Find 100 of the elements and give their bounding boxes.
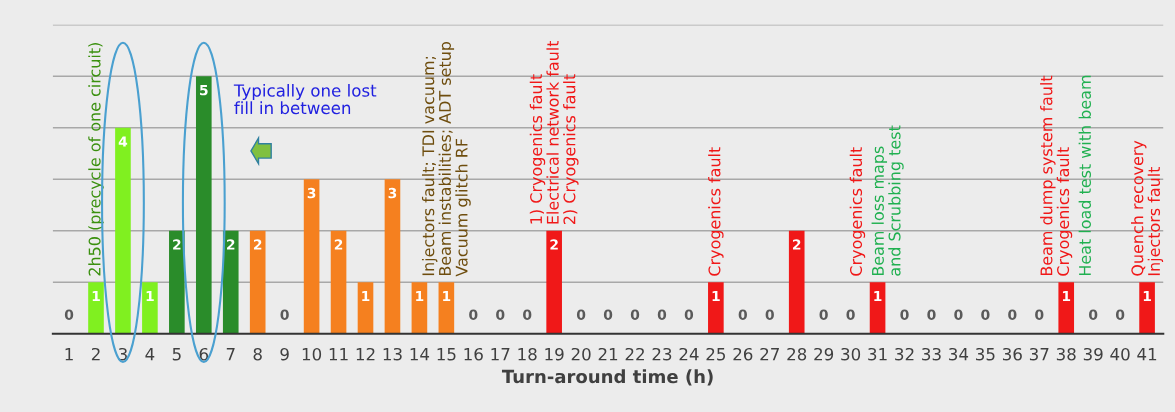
x-tick-label: 25 <box>706 347 726 361</box>
x-tick-label: 28 <box>787 347 807 361</box>
annotation: Beam dump system fault Cryogenics fault <box>1040 75 1073 276</box>
x-tick-label: 40 <box>1110 347 1130 361</box>
x-tick-label: 5 <box>172 348 181 361</box>
data-label: 0 <box>954 309 963 320</box>
data-label: 2 <box>253 239 262 250</box>
annotation: Cryogenics fault <box>849 147 866 276</box>
bar <box>438 282 455 334</box>
x-tick-label: 6 <box>199 347 209 361</box>
x-tick-label: 14 <box>410 348 430 361</box>
data-label: 2 <box>550 239 558 250</box>
bar <box>330 230 347 334</box>
x-tick-label: 23 <box>652 347 672 361</box>
data-label: 0 <box>819 309 828 320</box>
x-tick-label: 13 <box>383 347 402 361</box>
bar <box>142 282 158 334</box>
bar <box>708 282 724 334</box>
x-tick-label: 1 <box>65 348 73 361</box>
annotation: 2h50 (precycle of one circuit) <box>88 43 104 276</box>
bar <box>169 230 185 334</box>
x-tick-label: 10 <box>302 347 322 361</box>
data-label: 0 <box>1035 309 1044 320</box>
x-tick-label: 41 <box>1137 348 1157 361</box>
x-tick-label: 2 <box>91 347 100 361</box>
bar <box>249 230 266 334</box>
data-label: 1 <box>416 290 424 302</box>
data-label: 0 <box>576 309 586 320</box>
x-tick-label: 3 <box>118 347 127 361</box>
data-label: 0 <box>765 309 774 320</box>
x-tick-label: 19 <box>545 347 564 361</box>
x-tick-label: 4 <box>145 348 155 361</box>
data-label: 0 <box>738 309 747 320</box>
x-tick-label: 31 <box>868 347 887 361</box>
x-tick-label: 36 <box>1002 347 1022 361</box>
annotation: Cryogenics fault <box>708 147 724 276</box>
annotation: Typically one lost fill in between <box>233 83 377 115</box>
data-label: 2 <box>334 239 343 250</box>
data-label: 0 <box>630 309 640 320</box>
x-tick-label: 35 <box>976 347 995 361</box>
data-label: 0 <box>1008 309 1017 320</box>
data-label: 0 <box>981 309 990 320</box>
bar <box>222 230 239 334</box>
x-tick-label: 37 <box>1029 347 1049 361</box>
x-tick-label: 22 <box>625 347 644 361</box>
data-label: 3 <box>307 187 316 199</box>
data-label: 0 <box>64 309 74 320</box>
bar <box>195 76 212 334</box>
bar <box>88 282 104 334</box>
x-tick-label: 29 <box>814 347 834 361</box>
data-label: 1 <box>443 290 451 302</box>
bar <box>303 179 320 334</box>
data-label: 1 <box>146 290 154 302</box>
x-tick-label: 15 <box>437 348 456 361</box>
x-axis-title: Turn-around time (h) <box>501 369 713 386</box>
x-tick-label: 18 <box>518 347 537 361</box>
data-label: 2 <box>792 239 801 250</box>
bar <box>1058 282 1075 334</box>
x-tick-label: 9 <box>280 347 289 361</box>
x-tick-label: 7 <box>226 348 235 361</box>
bar <box>384 179 401 334</box>
x-tick-label: 32 <box>895 347 914 361</box>
data-label: 1 <box>92 290 100 302</box>
data-label: 1 <box>362 290 370 302</box>
bar <box>357 282 374 334</box>
x-tick-label: 38 <box>1056 347 1076 361</box>
annotation: 1) Cryogenics fault Electrical network fault 2) Cryogenics fault <box>529 40 579 224</box>
data-label: 1 <box>1143 290 1151 302</box>
annotation: Quench recovery Injectors fault <box>1131 140 1164 276</box>
data-label: 0 <box>1115 309 1125 320</box>
bar <box>788 230 805 334</box>
data-label: 0 <box>900 309 909 320</box>
annotation: Heat load test with beam <box>1078 75 1091 276</box>
x-tick-label: 16 <box>464 347 483 361</box>
data-label: 5 <box>200 84 208 96</box>
data-label: 1 <box>874 290 882 302</box>
data-label: 0 <box>846 309 855 320</box>
bar <box>1139 282 1155 334</box>
x-tick-label: 12 <box>356 347 375 361</box>
x-tick-label: 20 <box>571 347 591 361</box>
bar <box>115 127 131 334</box>
x-tick-label: 17 <box>491 348 510 361</box>
data-label: 0 <box>684 309 694 320</box>
data-label: 0 <box>496 309 505 320</box>
x-tick-label: 33 <box>922 347 941 361</box>
x-tick-label: 8 <box>253 347 262 361</box>
x-tick-label: 24 <box>679 347 699 361</box>
data-label: 0 <box>469 309 478 320</box>
data-label: 3 <box>388 187 397 199</box>
data-label: 1 <box>1062 290 1071 302</box>
bar <box>411 282 428 334</box>
data-label: 4 <box>118 136 128 147</box>
x-tick-label: 39 <box>1083 347 1103 361</box>
bar <box>869 282 886 334</box>
data-label: 0 <box>280 309 289 320</box>
annotation: Injectors fault; TDI vacuum; Beam instabilities; ADT setup Vacuum glitch RF <box>421 41 471 277</box>
x-tick-label: 27 <box>760 347 779 361</box>
data-label: 0 <box>1089 309 1098 320</box>
data-label: 0 <box>657 309 667 320</box>
x-tick-label: 30 <box>841 347 861 361</box>
